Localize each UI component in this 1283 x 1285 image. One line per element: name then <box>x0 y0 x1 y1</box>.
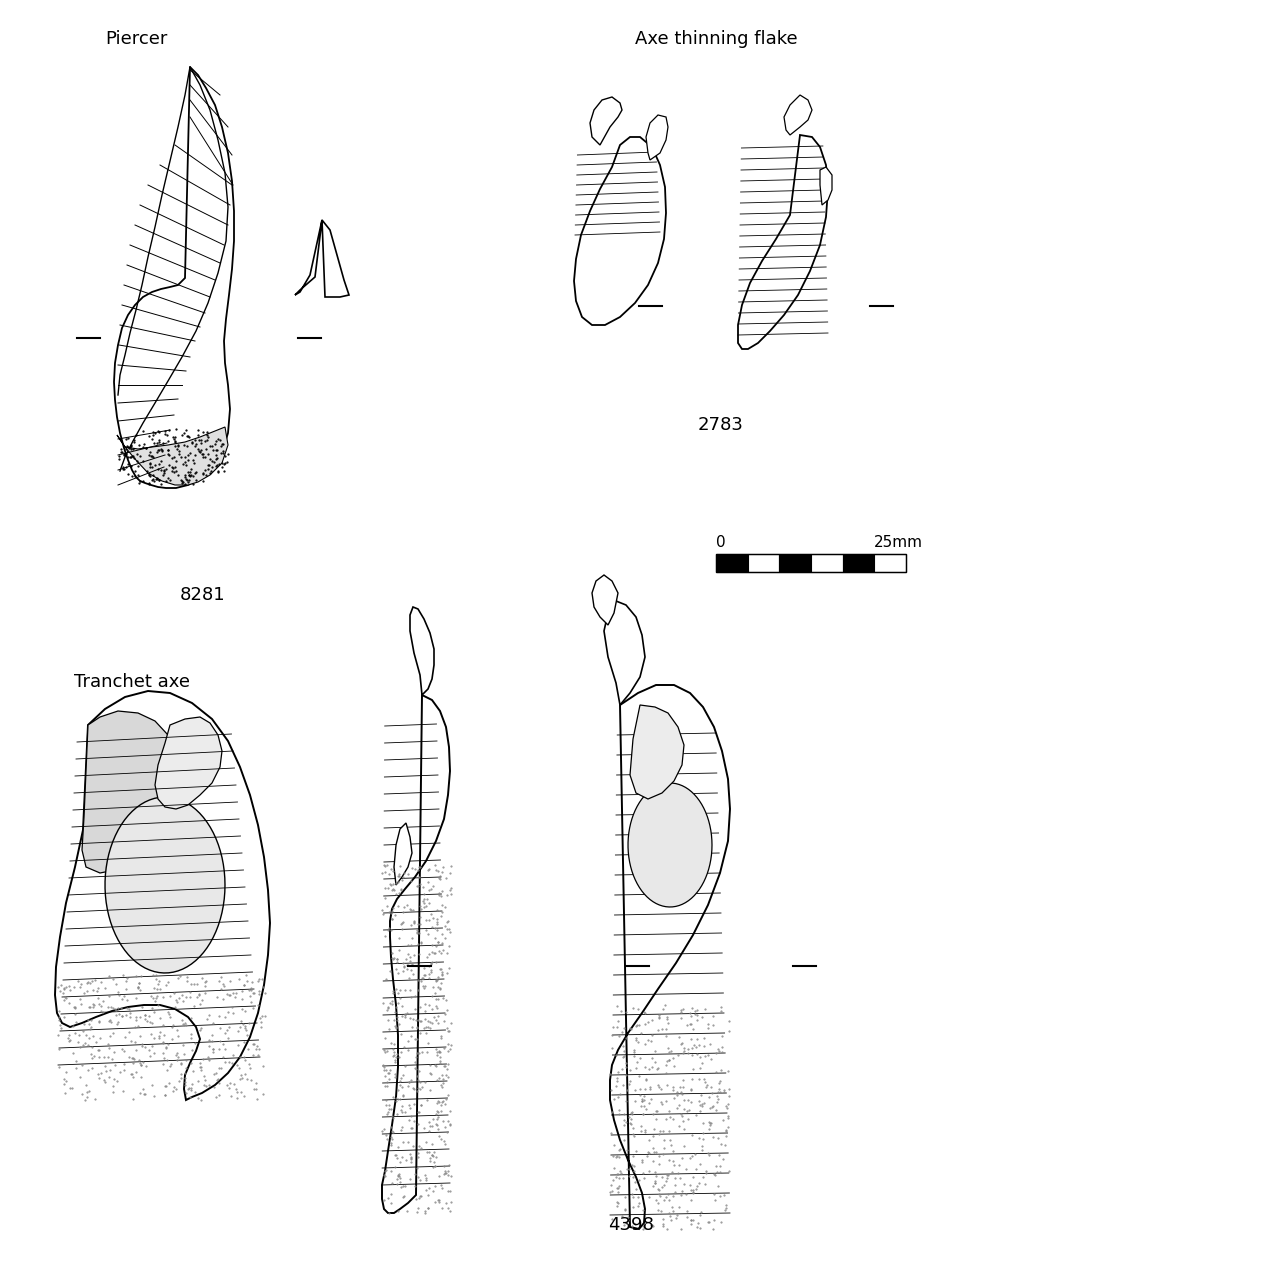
Polygon shape <box>784 95 812 135</box>
Polygon shape <box>411 607 434 695</box>
Bar <box>779 554 811 572</box>
Bar <box>843 554 874 572</box>
Text: 8281: 8281 <box>180 586 226 604</box>
Bar <box>748 554 779 572</box>
Polygon shape <box>604 601 645 705</box>
Bar <box>874 554 906 572</box>
Polygon shape <box>647 114 668 161</box>
Bar <box>811 554 843 572</box>
Text: 25mm: 25mm <box>874 535 922 550</box>
Polygon shape <box>574 137 666 325</box>
Polygon shape <box>629 783 712 907</box>
Polygon shape <box>155 717 222 810</box>
Polygon shape <box>630 705 684 799</box>
Text: 0: 0 <box>716 535 726 550</box>
Polygon shape <box>114 67 234 488</box>
Polygon shape <box>609 685 730 1228</box>
Polygon shape <box>105 797 225 973</box>
Polygon shape <box>382 695 450 1213</box>
Bar <box>716 554 748 572</box>
Polygon shape <box>394 822 412 885</box>
Text: Piercer: Piercer <box>105 30 168 48</box>
Polygon shape <box>295 220 349 297</box>
Polygon shape <box>738 135 828 350</box>
Text: Axe thinning flake: Axe thinning flake <box>635 30 798 48</box>
Polygon shape <box>590 96 622 145</box>
Polygon shape <box>117 427 228 484</box>
Text: 2783: 2783 <box>698 416 744 434</box>
Polygon shape <box>55 691 269 1100</box>
Text: 4398: 4398 <box>608 1216 654 1234</box>
Text: Tranchet axe: Tranchet axe <box>74 673 190 691</box>
Bar <box>716 554 906 572</box>
Polygon shape <box>82 711 182 873</box>
Polygon shape <box>591 574 618 625</box>
Polygon shape <box>820 167 831 206</box>
